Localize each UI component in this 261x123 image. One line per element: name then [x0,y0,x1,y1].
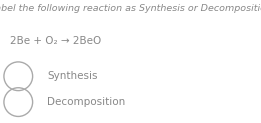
Text: Label the following reaction as Synthesis or Decomposition: Label the following reaction as Synthesi… [0,4,261,13]
Text: Decomposition: Decomposition [47,97,125,107]
Text: Synthesis: Synthesis [47,71,97,81]
Text: 2Be + O₂ → 2BeO: 2Be + O₂ → 2BeO [10,36,102,46]
